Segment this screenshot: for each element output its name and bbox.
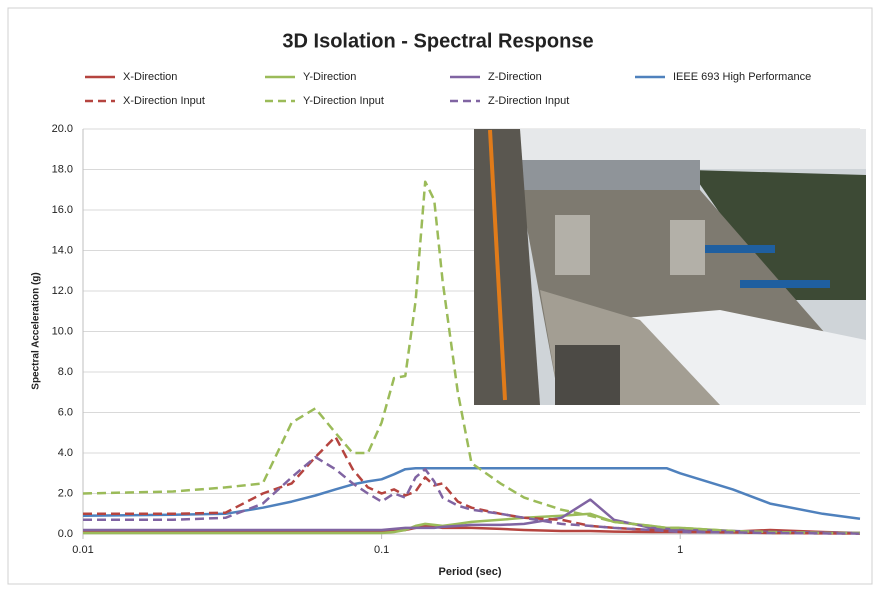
legend-label: Y-Direction	[303, 71, 356, 83]
y-tick-label: 10.0	[52, 325, 73, 337]
y-tick-label: 4.0	[58, 447, 73, 459]
chart-title: 3D Isolation - Spectral Response	[282, 30, 593, 52]
x-axis-title: Period (sec)	[439, 566, 502, 578]
y-axis-title: Spectral Acceleration (g)	[31, 272, 42, 389]
legend-label: Z-Direction Input	[488, 95, 569, 107]
y-tick-label: 0.0	[58, 528, 73, 540]
y-tick-label: 14.0	[52, 244, 73, 256]
y-tick-label: 6.0	[58, 406, 73, 418]
x-tick-label: 0.1	[374, 544, 389, 556]
y-tick-label: 16.0	[52, 204, 73, 216]
y-tick-label: 12.0	[52, 285, 73, 297]
y-tick-label: 18.0	[52, 163, 73, 175]
legend-label: IEEE 693 High Performance	[673, 71, 811, 83]
legend-label: Z-Direction	[488, 71, 542, 83]
chart: 3D Isolation - Spectral Response Period …	[0, 0, 876, 589]
photo-inset	[474, 129, 866, 405]
legend-label: X-Direction	[123, 71, 177, 83]
y-tick-label: 8.0	[58, 366, 73, 378]
x-tick-label: 1	[677, 544, 683, 556]
y-tick-label: 20.0	[52, 123, 73, 135]
y-tick-label: 2.0	[58, 487, 73, 499]
x-tick-label: 0.01	[72, 544, 93, 556]
legend-label: Y-Direction Input	[303, 95, 384, 107]
legend-label: X-Direction Input	[123, 95, 205, 107]
